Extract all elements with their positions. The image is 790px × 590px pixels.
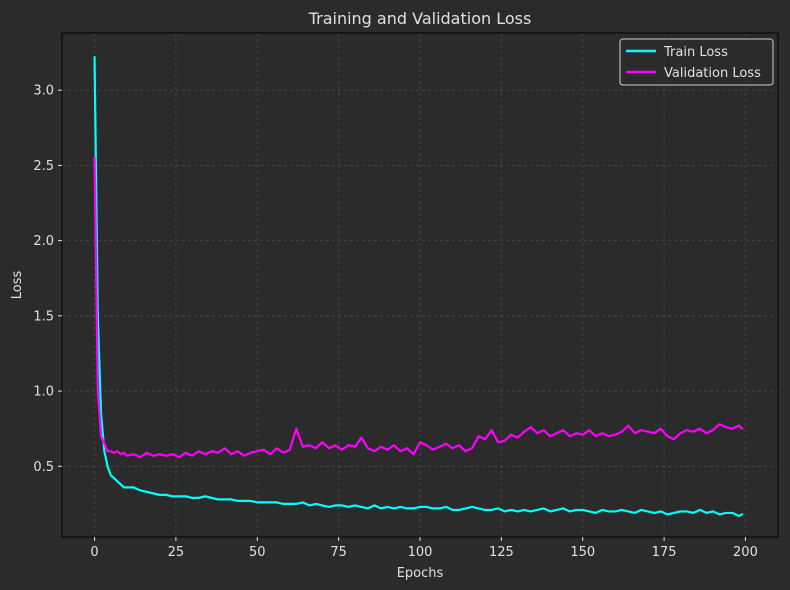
y-tick-label-2-5: 2.5 bbox=[33, 159, 54, 174]
x-tick-label-50: 50 bbox=[249, 545, 266, 560]
y-tick-label-0-5: 0.5 bbox=[33, 460, 54, 475]
series-line-validation-loss bbox=[93, 156, 744, 459]
series-layer bbox=[93, 55, 744, 518]
x-tick-label-125: 125 bbox=[489, 545, 514, 560]
legend-label-train-loss: Train Loss bbox=[663, 45, 728, 60]
y-axis-label: Loss bbox=[10, 271, 25, 300]
y-tick-label-2-0: 2.0 bbox=[33, 234, 54, 249]
x-axis-label: Epochs bbox=[397, 566, 444, 581]
legend-label-validation-loss: Validation Loss bbox=[664, 66, 761, 81]
x-tick-label-0: 0 bbox=[90, 545, 98, 560]
legend-box bbox=[619, 38, 774, 86]
x-tick-label-175: 175 bbox=[652, 545, 677, 560]
x-tick-label-200: 200 bbox=[733, 545, 758, 560]
series-line-train-loss bbox=[93, 55, 744, 518]
grid bbox=[62, 33, 778, 537]
legend: Train Loss Validation Loss bbox=[619, 38, 774, 86]
x-tick-label-75: 75 bbox=[330, 545, 347, 560]
y-ticks: 0.5 1.0 1.5 2.0 2.5 3.0 bbox=[33, 84, 62, 475]
y-tick-label-1-5: 1.5 bbox=[33, 309, 54, 324]
x-tick-label-25: 25 bbox=[168, 545, 185, 560]
y-tick-label-3-0: 3.0 bbox=[33, 84, 54, 99]
x-tick-label-100: 100 bbox=[408, 545, 433, 560]
y-tick-label-1-0: 1.0 bbox=[33, 385, 54, 400]
chart-title: Training and Validation Loss bbox=[308, 9, 532, 28]
x-ticks: 0 25 50 75 100 125 150 175 200 bbox=[90, 537, 758, 560]
x-tick-label-150: 150 bbox=[570, 545, 595, 560]
